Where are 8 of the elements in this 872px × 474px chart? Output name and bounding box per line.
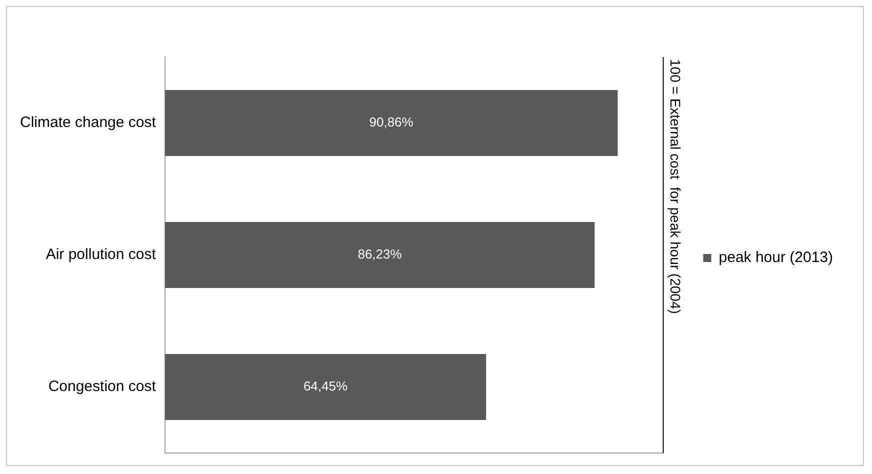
data-label: 86,23% xyxy=(358,246,402,262)
y-tick-label: Climate change cost xyxy=(20,114,157,132)
y-tick-label: Congestion cost xyxy=(48,378,157,396)
data-label: 90,86% xyxy=(369,114,414,130)
legend-label: peak hour (2013) xyxy=(718,249,834,266)
data-label: 64,45% xyxy=(303,378,348,394)
ref-line-label: 100 = External cost for peak hour (2004) xyxy=(667,59,684,314)
y-tick-label: Air pollution cost xyxy=(46,246,157,264)
